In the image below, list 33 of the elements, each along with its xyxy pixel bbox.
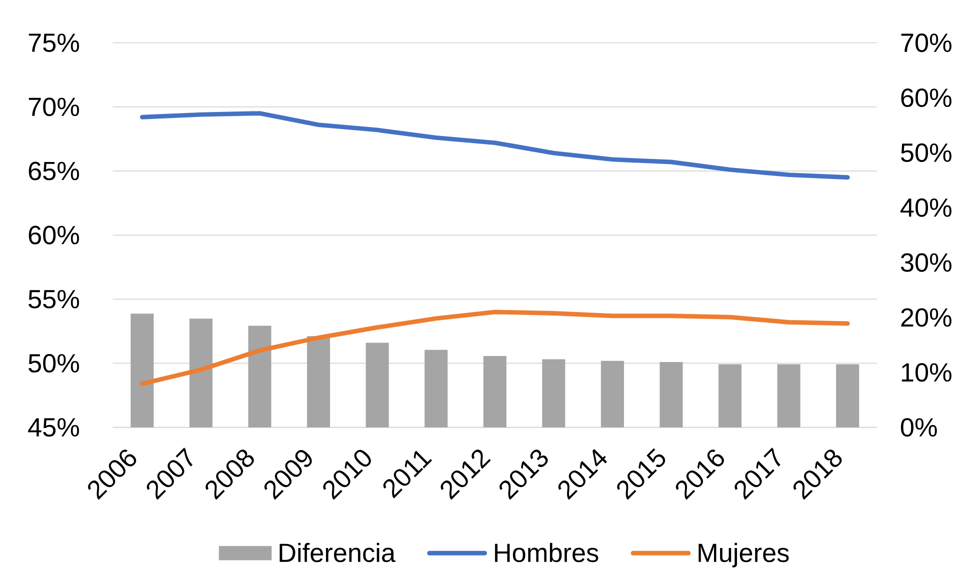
bar (424, 350, 448, 428)
bar (189, 318, 212, 428)
y2-tick-label: 50% (900, 143, 952, 162)
bar (600, 360, 624, 428)
y-tick-label: 55% (28, 290, 80, 308)
bar (660, 362, 683, 428)
line-series (140, 310, 850, 386)
bar (718, 364, 742, 428)
bar (366, 342, 389, 428)
y-tick-label: 75% (28, 33, 80, 52)
legend-label: Mujeres (698, 542, 789, 568)
y-tick-label: 70% (28, 97, 80, 116)
y2-tick-label: 40% (900, 198, 952, 217)
legend-label: Hombres (495, 542, 598, 562)
bar (483, 356, 506, 428)
bar (130, 313, 154, 428)
line-series (140, 110, 850, 180)
y2-tick-label: 0% (900, 418, 937, 436)
y-tick-label: 65% (28, 162, 80, 180)
bar (777, 364, 800, 428)
y-tick-label: 50% (28, 354, 80, 372)
bar (248, 326, 272, 428)
y2-tick-label: 10% (902, 362, 952, 382)
y2-tick-label: 30% (900, 253, 952, 272)
bar (836, 364, 860, 428)
y2-tick-label: 20% (901, 308, 952, 327)
y-tick-label: 60% (28, 226, 80, 244)
y2-tick-label: 70% (901, 33, 952, 52)
y-tick-label: 45% (28, 418, 80, 436)
y2-tick-label: 60% (901, 88, 952, 107)
bar (307, 336, 330, 428)
legend-label: Diferencia (280, 542, 396, 562)
bar (542, 359, 566, 428)
